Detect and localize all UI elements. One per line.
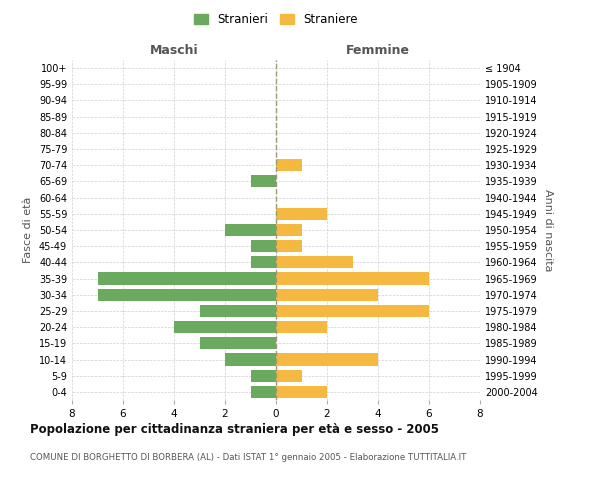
Bar [276, 208, 327, 220]
Text: Maschi: Maschi [149, 44, 199, 57]
Bar [251, 370, 276, 382]
Y-axis label: Fasce di età: Fasce di età [23, 197, 33, 263]
Bar [97, 288, 276, 301]
Bar [276, 386, 327, 398]
Text: Femmine: Femmine [346, 44, 410, 57]
Bar [276, 354, 378, 366]
Bar [251, 256, 276, 268]
Legend: Stranieri, Straniere: Stranieri, Straniere [189, 8, 363, 31]
Bar [276, 240, 302, 252]
Bar [225, 354, 276, 366]
Bar [199, 338, 276, 349]
Text: Popolazione per cittadinanza straniera per età e sesso - 2005: Popolazione per cittadinanza straniera p… [30, 422, 439, 436]
Bar [276, 370, 302, 382]
Bar [276, 305, 429, 317]
Text: COMUNE DI BORGHETTO DI BORBERA (AL) - Dati ISTAT 1° gennaio 2005 - Elaborazione : COMUNE DI BORGHETTO DI BORBERA (AL) - Da… [30, 452, 466, 462]
Bar [276, 288, 378, 301]
Bar [174, 321, 276, 333]
Bar [276, 224, 302, 236]
Bar [97, 272, 276, 284]
Bar [251, 240, 276, 252]
Bar [276, 256, 353, 268]
Bar [199, 305, 276, 317]
Bar [276, 272, 429, 284]
Y-axis label: Anni di nascita: Anni di nascita [543, 188, 553, 271]
Bar [276, 159, 302, 172]
Bar [251, 386, 276, 398]
Bar [251, 176, 276, 188]
Bar [276, 321, 327, 333]
Bar [225, 224, 276, 236]
